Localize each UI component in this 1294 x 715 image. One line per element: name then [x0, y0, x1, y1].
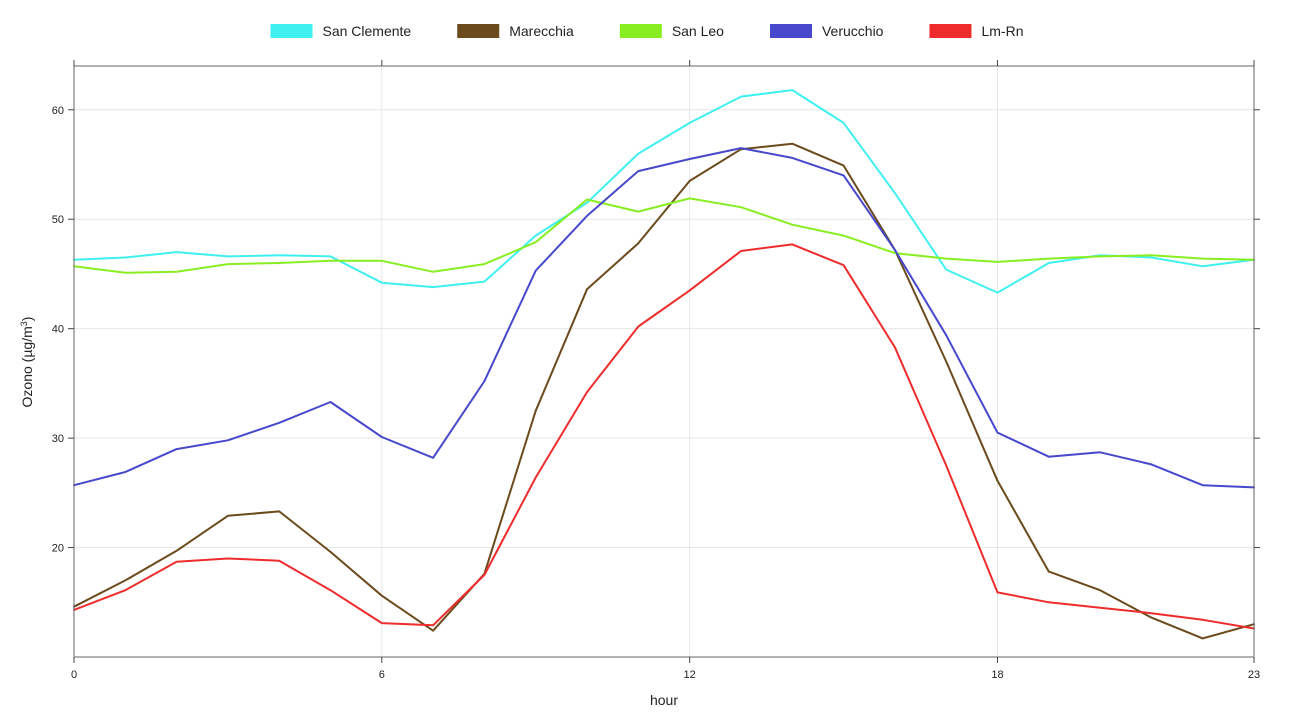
x-tick-label-6: 6: [379, 669, 385, 681]
x-tick-label-12: 12: [684, 669, 696, 681]
series-layer: [73, 89, 1255, 640]
legend: San Clemente Marecchia San Leo Verucchio Lm-…: [270, 23, 1023, 39]
legend-label-san-leo: San Leo: [672, 23, 724, 39]
legend-swatch-verucchio: [769, 24, 812, 38]
y-tick-label-50: 50: [52, 214, 64, 226]
legend-item-marecchia: Marecchia: [457, 23, 574, 39]
series-line-verucchio: [73, 147, 1255, 489]
legend-item-lm-rn: Lm-Rn: [929, 23, 1023, 39]
series-line-san-leo: [73, 197, 1255, 274]
legend-swatch-san-leo: [619, 24, 662, 38]
legend-label-verucchio: Verucchio: [822, 23, 884, 39]
legend-label-san-clemente: San Clemente: [323, 23, 412, 39]
x-tick-label-18: 18: [991, 669, 1003, 681]
grid-layer: [74, 66, 1254, 657]
legend-swatch-marecchia: [457, 24, 500, 38]
y-tick-label-30: 30: [52, 433, 64, 445]
legend-label-lm-rn: Lm-Rn: [981, 23, 1023, 39]
legend-swatch-san-clemente: [270, 24, 313, 38]
legend-item-san-leo: San Leo: [619, 23, 724, 39]
axis-layer: 0 6 12 18 23 20 30 40 50 60: [52, 60, 1260, 681]
y-tick-label-40: 40: [52, 324, 64, 336]
series-line-san-clemente: [73, 89, 1255, 294]
plot-frame: [73, 65, 1255, 658]
series-line-lm-rn: [73, 243, 1255, 630]
y-tick-label-20: 20: [52, 543, 64, 555]
x-tick-label-0: 0: [71, 669, 77, 681]
y-axis-label: Ozono (µg/m3): [19, 317, 35, 408]
legend-item-verucchio: Verucchio: [769, 23, 884, 39]
series-line-marecchia: [73, 142, 1255, 640]
x-axis-label: hour: [650, 692, 678, 708]
legend-item-san-clemente: San Clemente: [270, 23, 412, 39]
x-tick-label-23: 23: [1248, 669, 1260, 681]
y-tick-label-60: 60: [52, 105, 64, 117]
legend-label-marecchia: Marecchia: [509, 23, 574, 39]
legend-swatch-lm-rn: [929, 24, 972, 38]
